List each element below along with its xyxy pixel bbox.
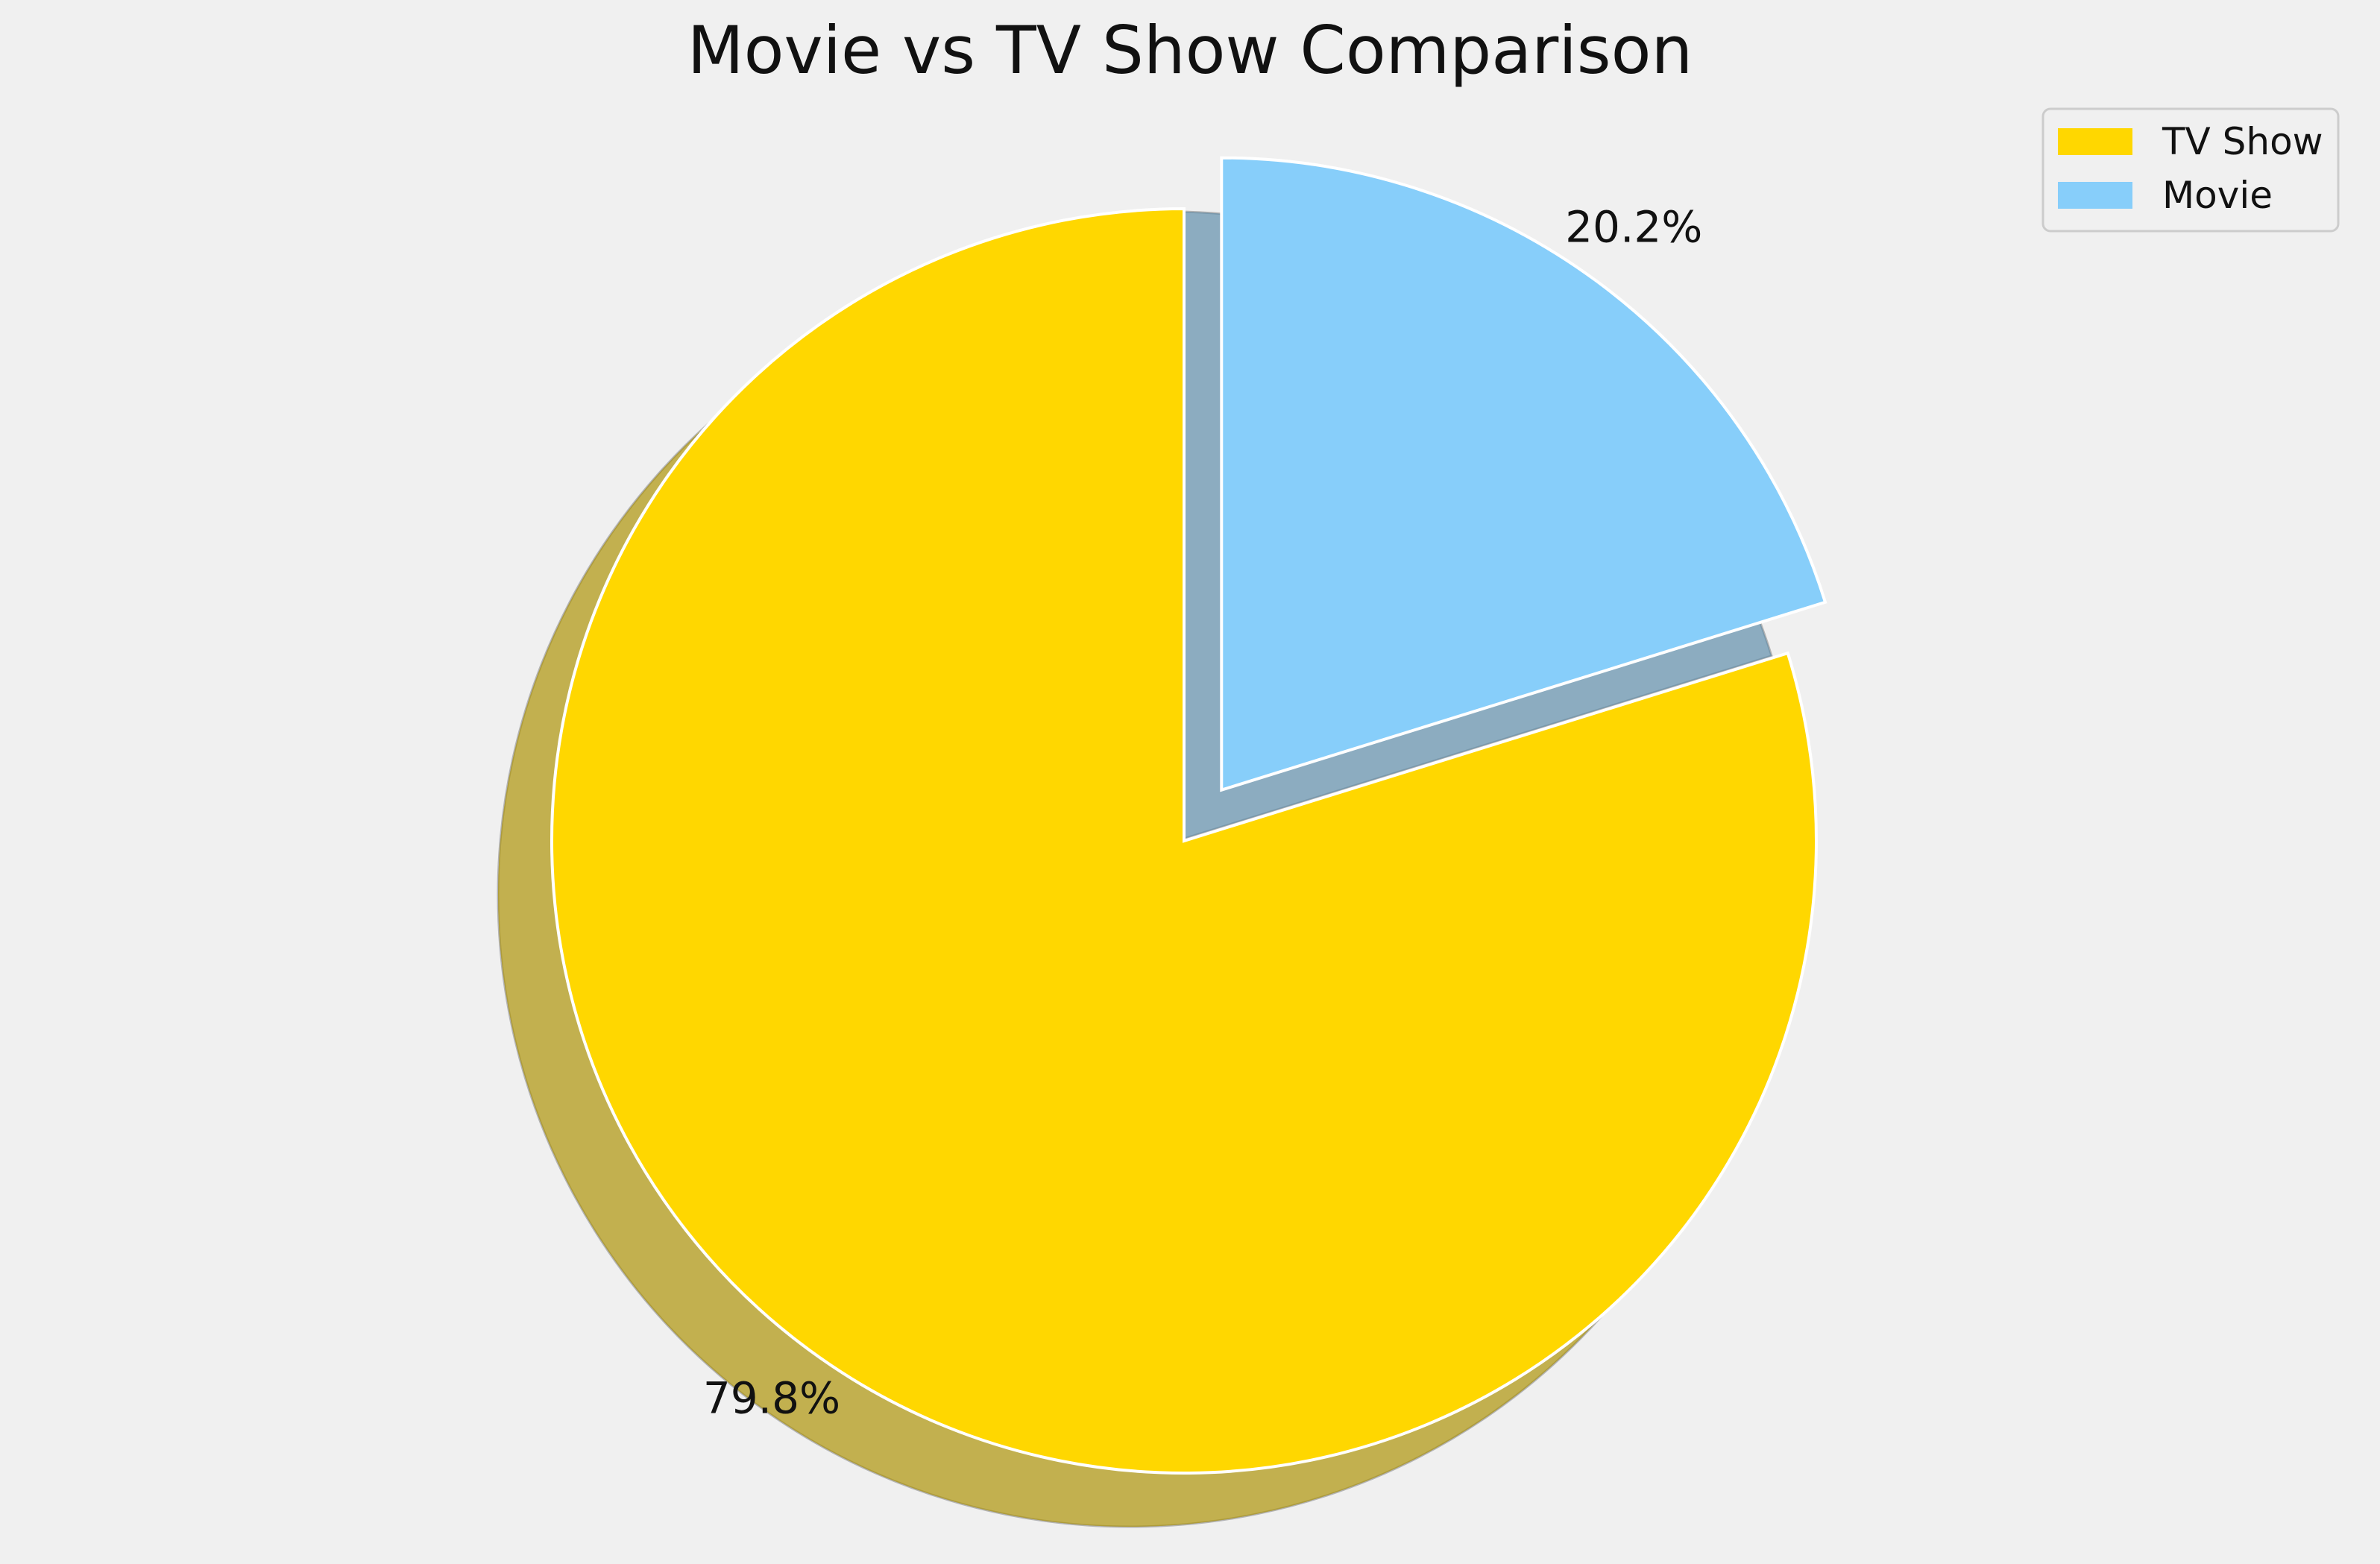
legend: TV Show Movie <box>2041 107 2340 233</box>
slice-movie <box>1220 156 1828 792</box>
legend-swatch-tv-show <box>2058 128 2132 155</box>
legend-swatch-movie <box>2058 182 2132 209</box>
label-layer: 79.8% 20.2% <box>703 202 1703 1424</box>
legend-label-movie: Movie <box>2162 174 2273 217</box>
chart-title: Movie vs TV Show Comparison <box>687 12 1693 89</box>
pct-label-tv-show: 79.8% <box>703 1372 840 1423</box>
slice-tv-show <box>550 206 1818 1475</box>
legend-label-tv-show: TV Show <box>2162 120 2323 163</box>
pct-label-movie: 20.2% <box>1565 202 1702 253</box>
slice-layer <box>550 156 1828 1475</box>
